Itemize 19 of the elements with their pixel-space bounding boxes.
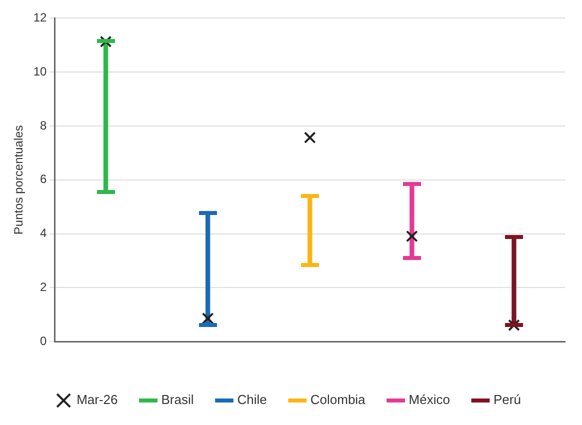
point bbox=[100, 36, 112, 48]
y-tick-label: 0 bbox=[40, 334, 48, 348]
y-tick-label: 2 bbox=[40, 280, 48, 294]
legend-label: Mar-26 bbox=[76, 392, 118, 408]
legend-label: Perú bbox=[493, 392, 521, 408]
legend-label: Chile bbox=[237, 392, 267, 408]
legend-label: México bbox=[408, 392, 450, 408]
point bbox=[508, 319, 520, 332]
legend-label: Colombia bbox=[310, 392, 366, 408]
y-tick-label: 10 bbox=[33, 64, 48, 78]
point bbox=[406, 230, 418, 242]
y-tick-label: 6 bbox=[40, 172, 48, 186]
y-tick-label: 4 bbox=[40, 226, 48, 240]
point bbox=[202, 312, 214, 324]
point bbox=[304, 132, 316, 144]
legend-label: Brasil bbox=[161, 392, 194, 408]
y-axis-title: Puntos porcentuales bbox=[12, 125, 26, 235]
y-tick-label: 12 bbox=[33, 10, 48, 25]
y-tick-label: 8 bbox=[40, 118, 48, 132]
